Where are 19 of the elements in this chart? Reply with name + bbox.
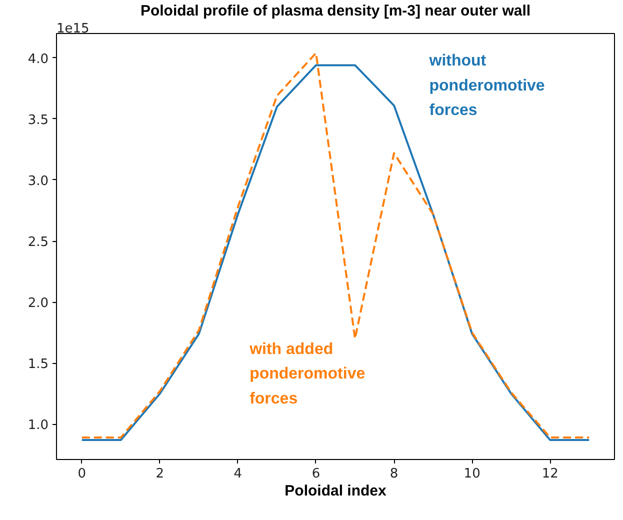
y-tick-label: 3.0	[28, 174, 49, 189]
x-tick-label: 6	[312, 466, 320, 482]
y-tick-label: 4.0	[28, 52, 49, 67]
y-tick-label: 2.0	[28, 296, 49, 312]
chart-title: Poloidal profile of plasma density [m-3] near outer wall	[140, 2, 531, 20]
x-tick-label: 4	[234, 466, 242, 482]
series-label: with added ponderomotive forces	[248, 341, 366, 408]
y-tick-label: 2.5	[28, 235, 49, 250]
y-tick-label: 1.5	[28, 357, 49, 372]
x-axis-title: Poloidal index	[284, 482, 387, 500]
annotation: 1e15	[56, 22, 90, 36]
y-tick-label: 3.5	[28, 112, 49, 128]
series-label: without ponderomotive forces	[428, 52, 545, 119]
x-tick-label: 12	[542, 466, 558, 482]
x-tick-label: 2	[156, 466, 164, 482]
x-tick-label: 8	[390, 466, 398, 482]
y-tick-label: 1.0	[28, 418, 49, 434]
x-tick-label: 10	[464, 466, 480, 482]
x-tick-label: 0	[78, 466, 86, 482]
